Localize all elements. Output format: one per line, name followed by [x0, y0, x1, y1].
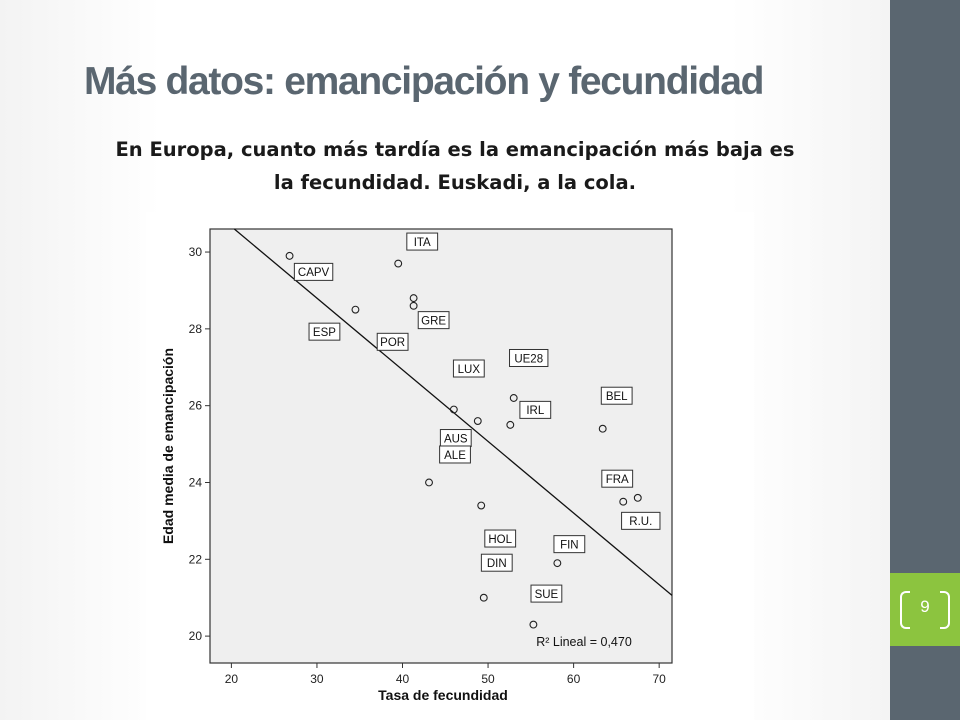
data-point-group: SUE	[529, 584, 563, 629]
data-point	[598, 424, 607, 433]
data-point-group: HOL	[477, 501, 517, 548]
point-label-box	[417, 311, 450, 330]
slide-title: Más datos: emancipación y fecundidad	[84, 60, 765, 103]
point-label: AUS	[444, 433, 468, 445]
data-point-group: ITA	[394, 232, 439, 268]
x-tick-label: 40	[396, 672, 410, 686]
point-label: ALE	[444, 450, 466, 462]
left-bracket-icon	[900, 591, 910, 629]
point-label-box	[452, 359, 485, 378]
point-label-box	[484, 529, 517, 548]
data-point	[285, 251, 294, 260]
data-point	[553, 559, 562, 568]
y-tick-label: 28	[189, 322, 203, 336]
point-label-box	[439, 445, 471, 464]
point-label: POR	[380, 337, 405, 349]
data-point-group: FRA	[601, 469, 634, 506]
point-label: UE28	[514, 353, 543, 365]
point-label-box	[376, 332, 409, 351]
slide-subtitle: En Europa, cuanto más tardía es la emanc…	[60, 133, 850, 199]
point-label-box	[509, 348, 549, 367]
y-tick-label: 26	[189, 399, 203, 413]
point-label-box	[553, 535, 586, 554]
subtitle-line-2: la fecundidad. Euskadi, a la cola.	[273, 171, 637, 194]
point-label: FIN	[560, 539, 579, 551]
data-point-group: CAPV	[285, 251, 334, 281]
data-point-group: FIN	[553, 535, 586, 568]
point-label: CAPV	[298, 267, 330, 279]
point-label: HOL	[488, 534, 512, 546]
data-point	[409, 294, 418, 303]
data-point-group: ALE	[425, 445, 471, 487]
page-number-badge: 9	[890, 573, 960, 646]
point-label: ESP	[313, 327, 336, 339]
data-point	[425, 478, 433, 487]
data-point-group: AUS	[439, 417, 482, 448]
points-layer: CAPV ITA ESP GRE POR UE28 LUX AUS IRL BEL ALE FRA R.…	[285, 232, 661, 629]
point-label-box	[519, 400, 552, 419]
point-label: BEL	[606, 391, 628, 403]
x-tick-label: 30	[310, 672, 324, 686]
data-point	[473, 417, 482, 425]
data-point	[529, 620, 538, 629]
point-label: R.U.	[629, 516, 652, 528]
chart-panel: 20 30 40 50 60 70 20 22 24 26 28 30 CAPV ITA ESP GRE PO…	[146, 212, 754, 720]
point-label: IRL	[526, 405, 545, 417]
data-point	[506, 420, 515, 429]
data-point-group: POR	[376, 301, 418, 351]
y-axis-title: Edad media de emancipación	[160, 348, 176, 544]
point-label-box	[530, 584, 563, 603]
point-label: GRE	[421, 315, 446, 327]
fit-line-layer	[233, 228, 673, 596]
data-point	[409, 301, 418, 310]
point-label-box	[308, 322, 341, 341]
point-label-box	[621, 511, 661, 530]
regression-line	[233, 228, 673, 596]
r-squared-annotation: R² Lineal = 0,470	[536, 635, 632, 649]
y-tick-label: 20	[189, 629, 203, 643]
data-point-group: R.U.	[621, 493, 661, 530]
data-point-group: LUX	[449, 359, 485, 414]
data-point	[351, 305, 360, 314]
x-tick-label: 20	[225, 672, 239, 686]
y-tick-label: 22	[189, 552, 203, 566]
data-point-group: ESP	[308, 305, 360, 341]
data-point	[509, 394, 518, 402]
axes-layer: 20 30 40 50 60 70 20 22 24 26 28 30	[189, 245, 667, 686]
data-point-group: IRL	[506, 400, 552, 429]
y-tick-label: 24	[189, 475, 203, 489]
data-point	[619, 497, 628, 506]
data-point	[633, 493, 642, 502]
data-point-group: BEL	[598, 386, 633, 433]
data-point	[479, 593, 488, 602]
x-tick-label: 50	[481, 672, 495, 686]
x-axis-title: Tasa de fecundidad	[378, 687, 508, 703]
page-number: 9	[920, 597, 930, 616]
data-point	[477, 501, 486, 510]
point-label: ITA	[414, 237, 431, 249]
point-label: FRA	[606, 474, 629, 486]
point-label: DIN	[487, 558, 507, 570]
point-label-box	[406, 232, 439, 251]
subtitle-line-1: En Europa, cuanto más tardía es la emanc…	[115, 138, 795, 161]
scatter-chart: 20 30 40 50 60 70 20 22 24 26 28 30 CAPV ITA ESP GRE PO…	[160, 228, 673, 703]
point-label-box	[601, 469, 634, 488]
point-label: SUE	[535, 589, 559, 601]
x-tick-label: 70	[652, 672, 666, 686]
point-label: LUX	[458, 364, 481, 376]
data-point-group: GRE	[409, 294, 450, 330]
point-label-box	[293, 262, 334, 281]
data-point	[394, 259, 403, 268]
point-label-box	[600, 386, 633, 405]
point-label-box	[480, 553, 513, 572]
y-tick-label: 30	[189, 245, 203, 259]
right-bracket-icon	[940, 591, 950, 629]
x-tick-label: 60	[567, 672, 581, 686]
data-point-group: UE28	[509, 348, 549, 402]
data-point-group: DIN	[479, 553, 513, 602]
data-point	[449, 405, 458, 414]
